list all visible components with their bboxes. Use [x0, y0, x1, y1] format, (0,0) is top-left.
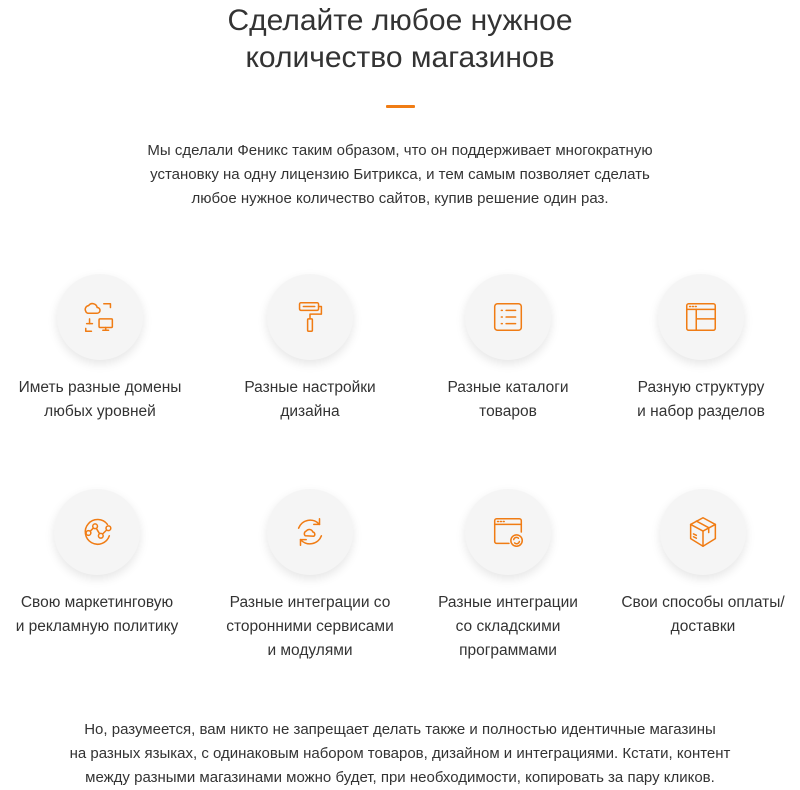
title-accent-divider [386, 105, 415, 108]
feature-label: Свою маркетинговую и рекламную политику [0, 591, 197, 639]
feature-label-line: Разные каталоги [447, 379, 569, 396]
feature-label-line: программами [459, 642, 557, 659]
footer-line: Но, разумеется, вам никто не запрещает д… [84, 721, 716, 738]
domains-icon [84, 302, 114, 333]
site-structure-icon [685, 302, 717, 332]
paint-roller-icon [298, 301, 323, 333]
feature-label-line: Свои способы оплаты/ [621, 594, 785, 611]
feature-label-line: Иметь разные домены [18, 379, 182, 396]
feature-label: Разную структуру и набор разделов [601, 376, 800, 424]
lead-paragraph: Мы сделали Феникс таким образом, что он … [0, 139, 800, 211]
feature-label: Разные интеграции со складскими программ… [408, 591, 608, 663]
feature-label-line: дизайна [280, 403, 340, 420]
feature-icon-circle[interactable] [267, 274, 353, 360]
feature-label: Разные интеграции со сторонними сервисам… [210, 591, 410, 663]
page-title: Сделайте любое нужное количество магазин… [0, 2, 800, 76]
feature-label-line: и набор разделов [637, 403, 765, 420]
title-line: Сделайте любое нужное [227, 4, 573, 37]
feature-label-line: Разные интеграции [438, 594, 578, 611]
feature-label: Свои способы оплаты/ доставки [603, 591, 800, 639]
feature-icon-circle[interactable] [57, 274, 143, 360]
feature-label-line: Свою маркетинговую [20, 594, 174, 611]
feature-icon-circle[interactable] [267, 489, 353, 575]
feature-label: Разные настройки дизайна [210, 376, 410, 424]
catalog-list-icon [493, 302, 523, 332]
marketing-graph-icon [84, 518, 112, 545]
feature-label-line: Разную структуру [637, 379, 765, 396]
feature-label-line: Разные настройки [244, 379, 376, 396]
lead-line: любое нужное количество сайтов, купив ре… [191, 190, 609, 207]
footer-line: на разных языках, с одинаковым набором т… [69, 745, 731, 762]
cloud-sync-icon [297, 517, 323, 547]
feature-label-line: товаров [479, 403, 537, 420]
title-line: количество магазинов [245, 41, 555, 74]
warehouse-sync-icon [493, 517, 524, 548]
feature-label-line: доставки [670, 618, 736, 635]
lead-line: Мы сделали Феникс таким образом, что он … [147, 142, 653, 159]
feature-icon-circle[interactable] [54, 489, 140, 575]
feature-label-line: любых уровней [44, 403, 156, 420]
feature-label: Разные каталоги товаров [408, 376, 608, 424]
feature-label-line: и модулями [267, 642, 353, 659]
feature-icon-circle[interactable] [465, 274, 551, 360]
feature-label-line: сторонними сервисами [226, 618, 394, 635]
footer-line: между разными магазинами можно будет, пр… [85, 769, 715, 786]
feature-label: Иметь разные домены любых уровней [0, 376, 200, 424]
feature-icon-circle[interactable] [465, 489, 551, 575]
footer-paragraph: Но, разумеется, вам никто не запрещает д… [0, 718, 800, 790]
delivery-box-icon [689, 516, 717, 548]
lead-line: установку на одну лицензию Битрикса, и т… [150, 166, 650, 183]
feature-label-line: со складскими [455, 618, 561, 635]
feature-label-line: и рекламную политику [15, 618, 179, 635]
feature-label-line: Разные интеграции со [229, 594, 391, 611]
feature-icon-circle[interactable] [660, 489, 746, 575]
feature-icon-circle[interactable] [658, 274, 744, 360]
